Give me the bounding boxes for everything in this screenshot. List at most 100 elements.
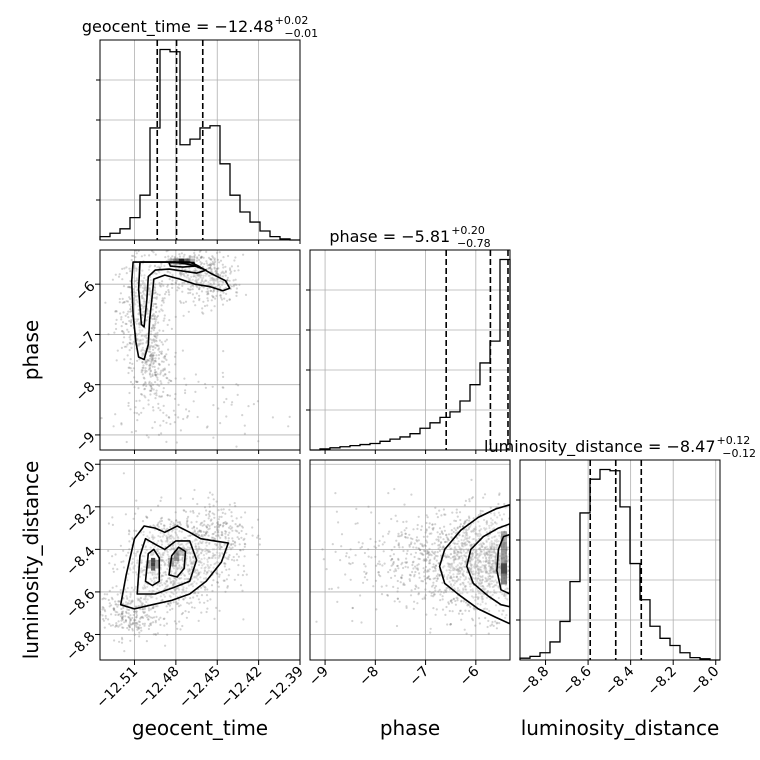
sample-point	[493, 539, 497, 542]
sample-point	[237, 537, 241, 541]
sample-point	[449, 523, 452, 526]
sample-point	[516, 565, 518, 567]
sample-point	[141, 361, 144, 364]
sample-point	[369, 537, 372, 541]
sample-point	[129, 639, 132, 642]
sample-point	[186, 548, 189, 551]
sample-point	[461, 557, 464, 560]
sample-point	[163, 595, 166, 598]
sample-point	[129, 620, 132, 623]
sample-point	[126, 587, 129, 590]
sample-point	[160, 352, 163, 355]
sample-point	[195, 247, 197, 249]
sample-point	[135, 277, 138, 280]
sample-point	[464, 538, 467, 541]
sample-point	[178, 255, 182, 258]
sample-point	[493, 571, 496, 574]
sample-point	[211, 554, 214, 558]
sample-point	[515, 528, 517, 530]
sample-point	[355, 507, 358, 510]
sample-point	[155, 318, 158, 321]
sample-point	[463, 560, 466, 563]
sample-point	[459, 572, 462, 575]
sample-point	[225, 568, 228, 571]
sample-point	[194, 268, 197, 272]
sample-point	[119, 615, 122, 618]
sample-point	[457, 540, 460, 543]
sample-point	[152, 323, 155, 327]
sample-point	[419, 548, 422, 552]
sample-point	[204, 566, 207, 569]
sample-point	[494, 561, 497, 564]
sample-point	[475, 549, 478, 552]
sample-point	[185, 522, 188, 525]
sample-point	[136, 559, 139, 562]
sample-point	[460, 552, 463, 555]
sample-point	[202, 276, 205, 279]
sample-point	[135, 298, 138, 302]
sample-point	[470, 570, 473, 573]
sample-point	[195, 575, 198, 578]
sample-point	[164, 540, 167, 543]
sample-point	[426, 516, 429, 519]
sample-point	[119, 588, 122, 592]
sample-point	[405, 561, 408, 565]
sample-point	[493, 591, 496, 594]
sample-point	[137, 620, 140, 623]
sample-point	[175, 519, 178, 522]
sample-point	[160, 581, 163, 584]
sample-point	[212, 536, 215, 539]
sample-point	[209, 258, 212, 261]
sample-point	[207, 556, 210, 560]
sample-point	[212, 504, 215, 507]
sample-point	[475, 554, 478, 557]
sample-point	[430, 591, 433, 595]
sample-point	[164, 357, 167, 360]
sample-point	[465, 528, 468, 531]
sample-point	[92, 585, 94, 587]
sample-point	[144, 335, 147, 338]
sample-point	[531, 575, 533, 577]
sample-point	[144, 396, 147, 399]
sample-point	[356, 522, 359, 525]
sample-point	[235, 517, 238, 520]
sample-point	[142, 608, 145, 611]
sample-point	[288, 415, 291, 418]
sample-point	[165, 579, 168, 582]
sample-point	[121, 267, 124, 270]
sample-point	[196, 286, 199, 289]
sample-point	[217, 523, 220, 526]
sample-point	[533, 528, 535, 530]
sample-point	[197, 534, 201, 537]
sample-point	[159, 424, 162, 427]
sample-point	[185, 408, 188, 411]
sample-point	[434, 564, 438, 567]
sample-point	[203, 567, 206, 570]
sample-point	[179, 274, 182, 277]
sample-point	[441, 598, 444, 601]
sample-point	[216, 560, 219, 564]
sample-point	[159, 499, 162, 502]
sample-point	[205, 610, 208, 614]
sample-point	[256, 400, 259, 403]
sample-point	[468, 609, 471, 613]
sample-point	[162, 617, 165, 621]
sample-point	[177, 542, 180, 545]
sample-point	[448, 609, 451, 613]
sample-point	[510, 606, 512, 608]
sample-point	[479, 542, 482, 545]
sample-point	[172, 544, 175, 547]
sample-point	[252, 403, 255, 406]
sample-point	[154, 302, 157, 306]
sample-point	[154, 357, 157, 360]
sample-point	[134, 291, 137, 294]
sample-point	[200, 594, 204, 597]
sample-point	[194, 592, 197, 595]
sample-point	[390, 517, 393, 521]
sample-point	[534, 554, 536, 556]
sample-point	[223, 401, 226, 404]
sample-point	[466, 571, 469, 574]
sample-point	[547, 548, 549, 550]
sample-point	[428, 547, 431, 551]
sample-point	[156, 632, 159, 635]
